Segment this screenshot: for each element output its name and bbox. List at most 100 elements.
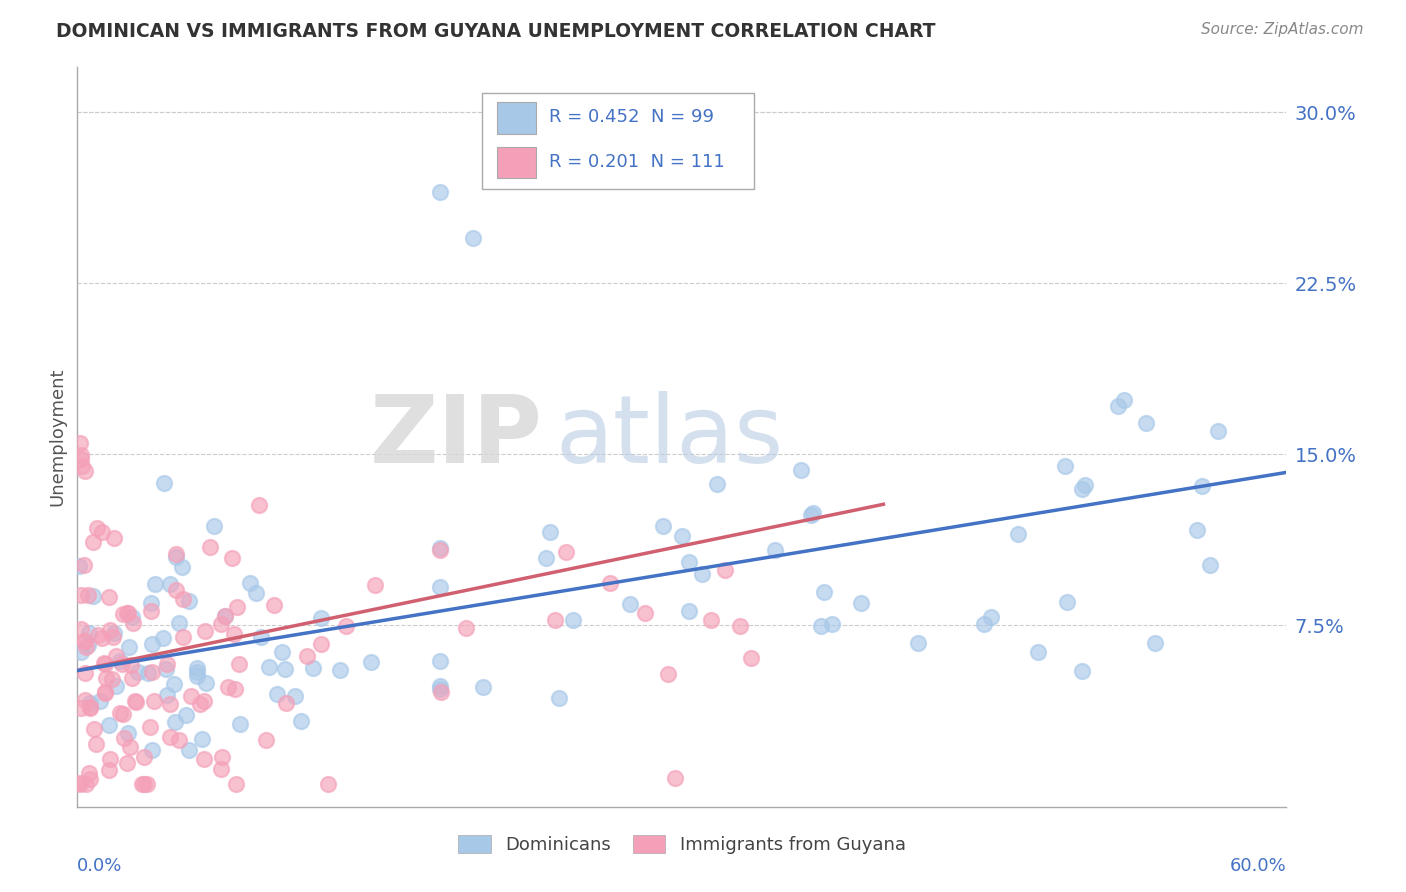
Point (790, 463, 813, 477)
Point (907, 636, 929, 650)
Point (1191, 479, 1213, 493)
FancyBboxPatch shape (496, 147, 536, 178)
Point (139, 720, 162, 734)
Point (163, 677, 186, 691)
Point (97, 764, 120, 778)
Point (179, 594, 201, 608)
Point (1107, 399, 1129, 413)
Point (309, 637, 332, 651)
Point (239, 576, 262, 591)
Point (214, 609, 236, 624)
Point (273, 662, 295, 676)
Point (163, 715, 186, 730)
Point (98, 590, 121, 604)
Point (1199, 558, 1222, 573)
Point (79, 697, 101, 711)
Point (118, 640, 141, 654)
Point (228, 717, 250, 731)
Point (188, 697, 211, 711)
Point (77, 766, 100, 780)
Point (316, 777, 339, 791)
Point (75, 633, 97, 648)
Point (111, 657, 134, 672)
Point (94, 657, 117, 671)
Point (538, 525, 561, 540)
Point (165, 547, 187, 561)
Point (117, 606, 139, 620)
Point (112, 731, 135, 745)
Point (70, 458, 93, 473)
Text: 60.0%: 60.0% (1230, 857, 1286, 875)
Point (706, 476, 728, 491)
Y-axis label: Unemployment: Unemployment (48, 368, 66, 507)
Text: R = 0.452  N = 99: R = 0.452 N = 99 (548, 108, 714, 127)
Point (471, 680, 494, 694)
Point (79, 772, 101, 786)
Point (547, 690, 569, 705)
Point (105, 680, 128, 694)
Point (73, 634, 96, 648)
Point (1112, 393, 1135, 408)
Point (121, 610, 143, 624)
Point (259, 660, 281, 674)
Point (112, 607, 135, 622)
Point (678, 604, 700, 618)
Point (167, 733, 190, 747)
Point (141, 743, 163, 757)
Point (121, 672, 143, 686)
Point (91, 524, 114, 539)
Point (86, 521, 108, 535)
Point (664, 771, 686, 785)
Point (70, 448, 93, 462)
Point (70, 645, 93, 659)
Point (225, 600, 247, 615)
Point (335, 619, 357, 633)
Point (429, 541, 451, 555)
Point (70, 588, 93, 602)
Point (360, 655, 382, 669)
Point (544, 613, 567, 627)
Point (194, 624, 217, 639)
Point (167, 616, 190, 631)
Point (131, 777, 153, 791)
Point (271, 645, 294, 659)
Point (139, 596, 162, 610)
Point (295, 649, 318, 664)
Point (82, 589, 104, 603)
Point (101, 672, 124, 686)
Point (263, 598, 285, 612)
Point (980, 610, 1002, 624)
Point (214, 608, 236, 623)
Point (461, 231, 484, 245)
Point (155, 662, 177, 676)
Point (177, 743, 200, 757)
Point (193, 751, 215, 765)
Point (1056, 594, 1078, 608)
Point (1071, 483, 1094, 497)
Point (69, 435, 91, 450)
Point (156, 688, 179, 702)
Point (93, 656, 115, 670)
Point (73, 558, 96, 572)
Point (678, 555, 700, 569)
Point (429, 580, 451, 594)
Point (284, 689, 307, 703)
Point (115, 756, 138, 770)
Point (224, 627, 246, 641)
Point (562, 614, 585, 628)
Point (690, 567, 713, 582)
Point (1206, 425, 1229, 439)
Point (801, 506, 824, 520)
Point (174, 708, 197, 723)
Point (152, 631, 174, 645)
Point (763, 543, 786, 558)
Point (810, 619, 832, 633)
Point (1144, 636, 1167, 650)
Point (79, 625, 101, 640)
Point (276, 696, 298, 710)
Point (103, 532, 125, 546)
Point (302, 661, 325, 675)
Point (429, 681, 451, 696)
Point (111, 706, 134, 721)
Point (159, 697, 181, 711)
